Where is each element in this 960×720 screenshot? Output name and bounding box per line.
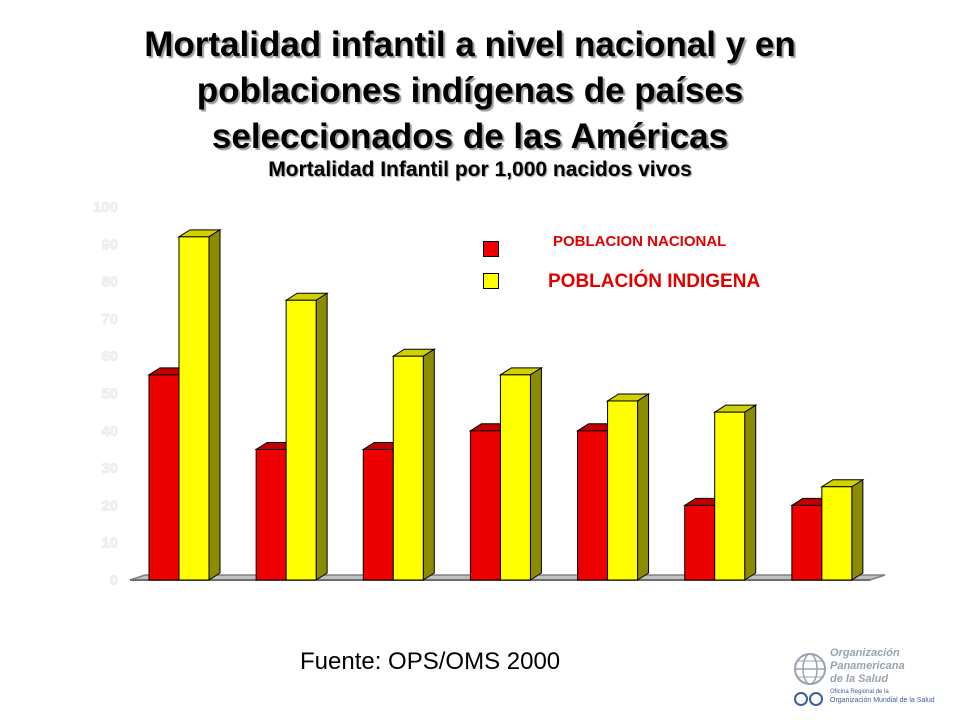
bar-nacional-0 [148,374,180,581]
logo-line-3: de la Salud [830,673,889,685]
chart-title: Mortalidad infantil a nivel nacional y e… [80,22,860,160]
bar-indigena-1-side [315,292,328,581]
title-line-2: poblaciones indígenas de países [196,71,744,110]
source-note: Fuente: OPS/OMS 2000 [300,648,561,675]
bar-indigena-1 [285,299,317,581]
bar-indigena-6-side [851,478,864,581]
legend-label-nacional: POBLACION NACIONAL [553,233,727,250]
y-tick-label-5: 50 [101,386,118,403]
paho-logo: Organización Panamericana de la Salud Of… [790,645,940,707]
y-tick-label-9: 90 [101,236,118,253]
y-tick-label-4: 40 [101,423,118,440]
logo-line-4: Oficina Regional de la [830,689,889,695]
bar-indigena-0-side [208,228,221,581]
bar-indigena-5 [714,411,746,581]
y-tick-label-1: 10 [101,535,118,552]
bar-nacional-4 [577,430,609,581]
bar-indigena-3-side [529,366,542,581]
bar-indigena-2-side [422,348,435,581]
legend-swatch-nacional [483,241,499,257]
title-line-1: Mortalidad infantil a nivel nacional y e… [144,25,796,64]
bar-indigena-3 [499,374,531,581]
chart-subtitle: Mortalidad Infantil por 1,000 nacidos vi… [268,158,692,181]
bar-indigena-4-side [637,393,650,581]
bar-chart: 0 10 20 30 40 50 60 70 80 90 100 [93,199,886,589]
y-tick-label-6: 60 [101,348,118,365]
bar-indigena-4 [607,400,639,581]
logo-line-1: Organización [830,647,900,659]
title-line-3: seleccionados de las Américas [211,117,729,156]
bar-indigena-0 [178,236,210,581]
bar-nacional-6 [791,504,823,581]
bar-indigena-6 [821,486,853,581]
y-tick-label-10: 100 [93,199,118,216]
logo-line-5: Organización Mundial de la Salud [830,697,935,704]
bar-nacional-3 [469,430,501,581]
legend-label-indigena: POBLACIÓN INDIGENA [548,271,761,292]
bar-nacional-2 [362,448,394,581]
bar-indigena-2 [392,355,424,581]
bar-nacional-5 [684,504,716,581]
y-tick-label-7: 70 [101,311,118,328]
y-tick-label-3: 30 [101,460,118,477]
bar-nacional-1 [255,448,287,581]
logo-line-2: Panamericana [830,660,905,672]
legend-swatch-indigena [483,273,499,289]
y-tick-label-2: 20 [101,497,118,514]
y-tick-label-0: 0 [110,572,118,589]
bar-indigena-5-side [744,404,757,581]
y-tick-label-8: 80 [101,274,118,291]
globe-icon [794,653,826,706]
